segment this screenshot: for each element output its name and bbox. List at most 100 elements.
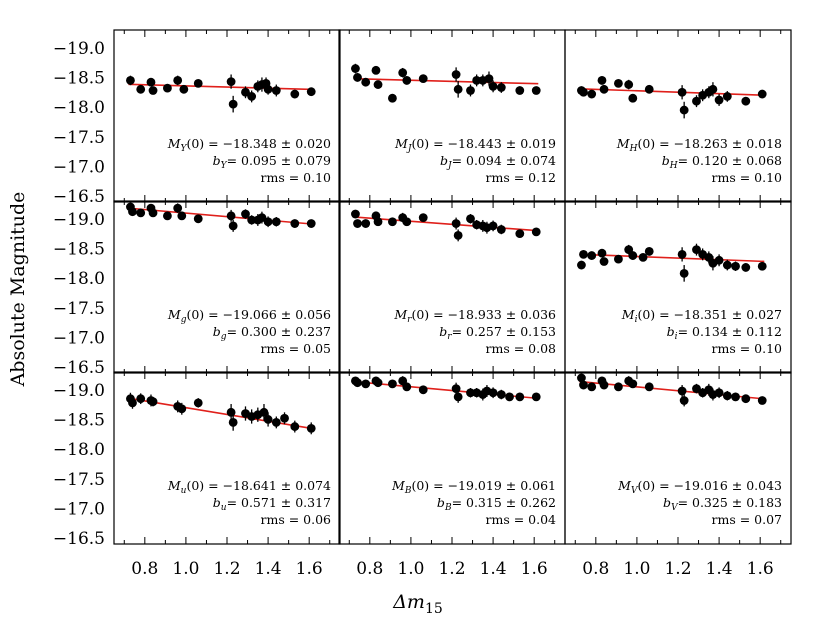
data-point xyxy=(692,245,701,255)
data-point xyxy=(579,87,588,97)
data-point xyxy=(515,86,525,95)
y-tick-label: −19.0 xyxy=(53,39,105,59)
fit-line xyxy=(128,207,314,225)
data-point xyxy=(179,84,189,94)
fit-slope-label: bY= 0.095 ± 0.079 xyxy=(213,153,331,171)
data-point xyxy=(614,78,623,88)
y-tick-label: −16.5 xyxy=(53,187,105,207)
panel-ticks xyxy=(574,372,782,544)
data-point xyxy=(722,260,732,270)
data-point xyxy=(484,74,494,84)
data-point xyxy=(531,227,541,237)
data-point xyxy=(351,64,360,73)
data-points xyxy=(126,74,316,113)
data-point xyxy=(373,217,383,227)
fit-slope-label: bi= 0.134 ± 0.112 xyxy=(667,324,782,342)
x-tick-label: 1.0 xyxy=(397,559,424,579)
data-point xyxy=(692,96,701,106)
data-point xyxy=(531,392,541,402)
data-point xyxy=(290,219,300,228)
data-point xyxy=(679,105,689,115)
data-point xyxy=(587,382,597,392)
data-point xyxy=(597,76,607,85)
x-axis-title: Δm15 xyxy=(392,591,443,617)
panel-ticks xyxy=(123,201,331,373)
data-point xyxy=(614,382,623,392)
data-point xyxy=(247,215,257,225)
data-point xyxy=(677,87,687,97)
fit-rms-label: rms = 0.10 xyxy=(261,170,332,185)
data-point xyxy=(290,89,300,99)
x-tick-label: 1.0 xyxy=(623,559,650,579)
data-points xyxy=(351,63,541,103)
data-point xyxy=(496,83,506,92)
data-point xyxy=(306,423,316,433)
data-points xyxy=(577,76,767,119)
data-point xyxy=(353,73,362,82)
y-tick-label: −18.0 xyxy=(53,269,105,289)
data-point xyxy=(353,219,362,228)
data-point xyxy=(136,84,146,94)
data-point xyxy=(692,384,701,394)
panel-ticks xyxy=(348,372,556,544)
fit-slope-label: br= 0.257 ± 0.153 xyxy=(439,324,556,342)
data-point xyxy=(402,76,412,85)
data-point xyxy=(628,251,638,260)
data-point xyxy=(373,80,383,89)
fit-line xyxy=(579,88,765,97)
x-tick-label: 1.6 xyxy=(521,559,548,579)
y-axis-title: Absolute Magnitude xyxy=(7,192,29,388)
data-point xyxy=(136,208,146,218)
data-point xyxy=(679,268,689,278)
data-point xyxy=(714,95,724,105)
fit-slope-label: bH= 0.120 ± 0.068 xyxy=(662,153,782,171)
data-point xyxy=(226,407,236,417)
data-point xyxy=(466,214,475,224)
data-point xyxy=(290,422,300,431)
fit-rms-label: rms = 0.12 xyxy=(486,170,557,185)
data-point xyxy=(757,261,767,271)
fit-rms-label: rms = 0.04 xyxy=(486,512,557,527)
data-point xyxy=(628,379,638,389)
data-point xyxy=(577,260,586,270)
data-point xyxy=(453,84,463,94)
data-point xyxy=(353,378,362,388)
data-point xyxy=(418,385,428,395)
data-points xyxy=(126,202,316,232)
data-point xyxy=(361,77,371,87)
y-tick-label: −18.0 xyxy=(53,98,105,118)
data-point xyxy=(677,386,687,396)
data-point xyxy=(597,248,607,258)
fit-rms-label: rms = 0.05 xyxy=(261,341,332,356)
data-point xyxy=(228,418,238,427)
data-points xyxy=(577,243,767,282)
data-point xyxy=(488,388,498,398)
x-tick-label: 1.6 xyxy=(747,559,774,579)
data-point xyxy=(488,221,498,231)
data-point xyxy=(466,388,475,398)
data-point xyxy=(418,74,428,84)
data-point xyxy=(361,219,371,228)
x-tick-label: 1.2 xyxy=(664,559,691,579)
data-point xyxy=(361,379,371,389)
fit-line xyxy=(128,397,314,430)
fit-slope-label: bg= 0.300 ± 0.237 xyxy=(213,324,331,342)
fit-m0-label: MV(0) = −19.016 ± 0.043 xyxy=(617,478,782,496)
data-point xyxy=(453,231,463,240)
fit-rms-label: rms = 0.10 xyxy=(712,170,783,185)
x-tick-label: 1.0 xyxy=(172,559,199,579)
data-points xyxy=(351,376,541,403)
fit-line xyxy=(128,83,314,91)
data-point xyxy=(148,86,158,95)
data-point xyxy=(373,378,383,388)
data-point xyxy=(402,382,412,392)
data-point xyxy=(177,211,187,221)
data-point xyxy=(628,93,638,103)
y-tick-label: −19.0 xyxy=(53,381,105,401)
